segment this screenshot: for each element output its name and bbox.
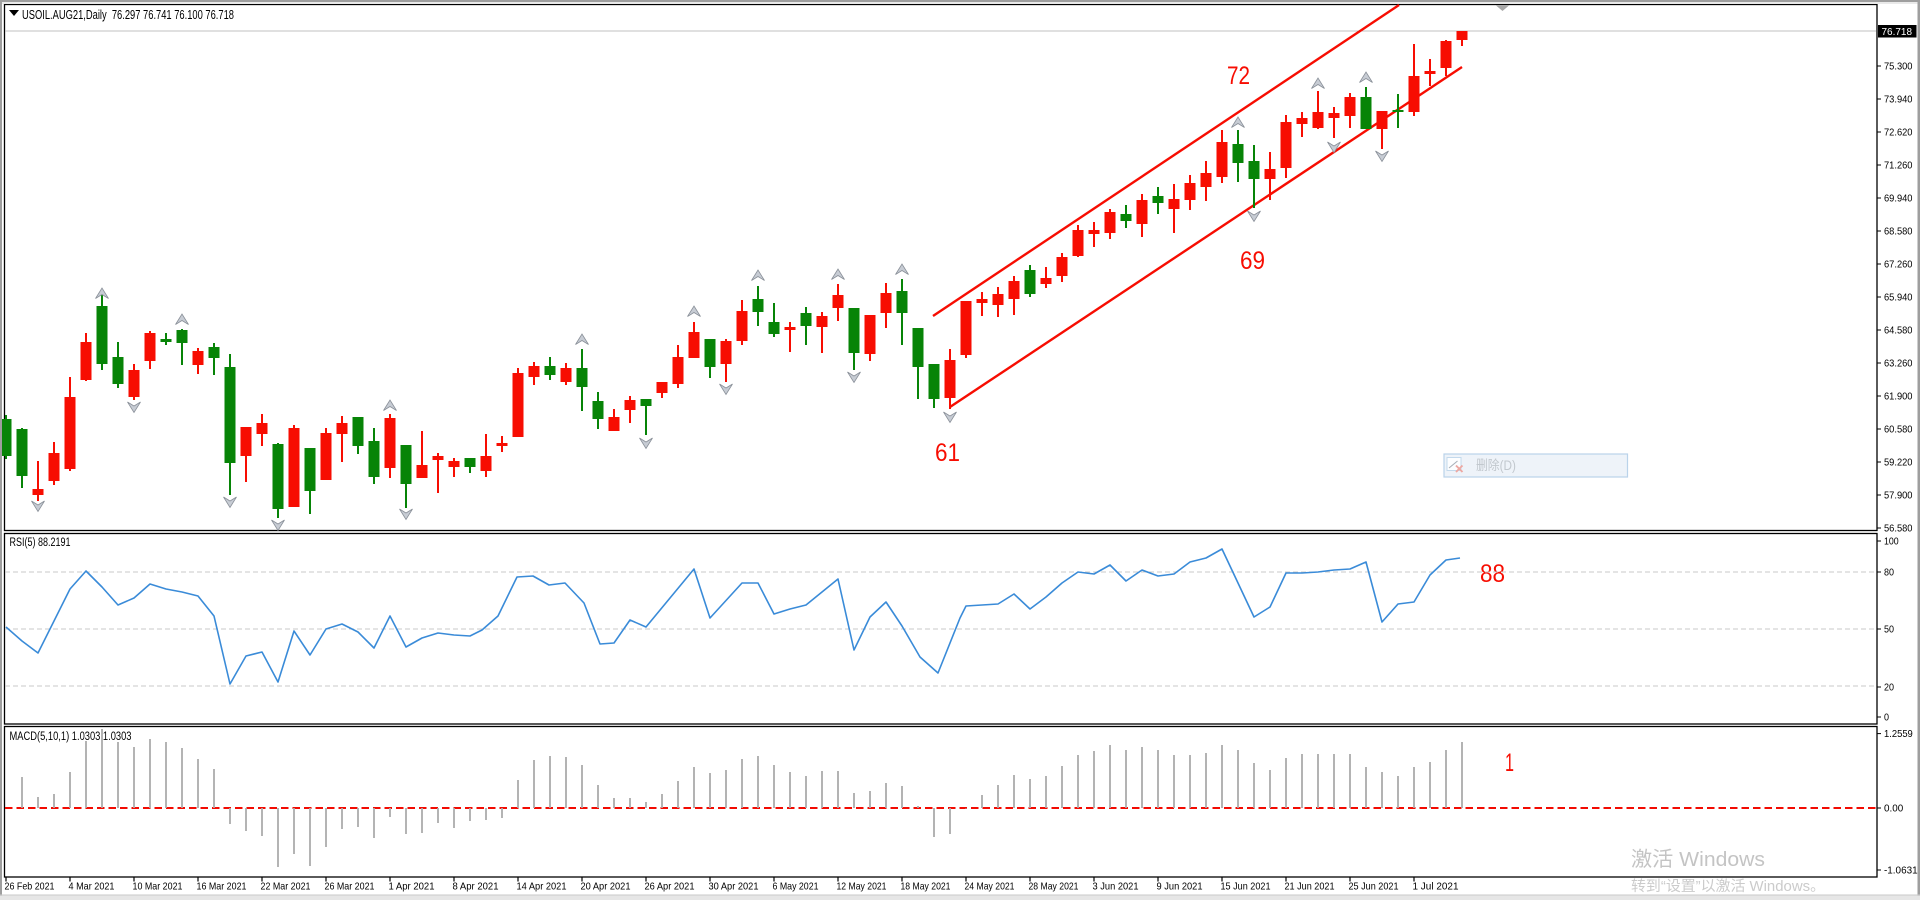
svg-text:转到“设置”以激活 Windows。: 转到“设置”以激活 Windows。 [1631,878,1825,895]
svg-text:14 Apr 2021: 14 Apr 2021 [517,881,567,893]
svg-text:10 Mar 2021: 10 Mar 2021 [133,881,183,893]
svg-text:1.2559: 1.2559 [1884,728,1913,740]
svg-text:28 May 2021: 28 May 2021 [1029,881,1079,893]
svg-text:1 Jul 2021: 1 Jul 2021 [1413,881,1459,893]
svg-text:30 Apr 2021: 30 Apr 2021 [709,881,759,893]
svg-text:0.00: 0.00 [1884,803,1903,815]
svg-text:8 Apr 2021: 8 Apr 2021 [453,881,499,893]
svg-text:64.580: 64.580 [1884,325,1913,337]
svg-text:激活 Windows: 激活 Windows [1631,848,1765,871]
svg-text:15 Jun 2021: 15 Jun 2021 [1221,881,1271,893]
svg-text:1 Apr 2021: 1 Apr 2021 [389,881,435,893]
svg-text:75.300: 75.300 [1884,61,1913,73]
svg-text:16 Mar 2021: 16 Mar 2021 [197,881,247,893]
svg-text:USOIL.AUG21,Daily 76.297 76.7: USOIL.AUG21,Daily 76.297 76.741 76.100 7… [22,8,234,22]
svg-text:80: 80 [1884,567,1894,579]
svg-text:6 May 2021: 6 May 2021 [773,881,819,893]
svg-text:71.260: 71.260 [1884,160,1913,172]
svg-text:73.940: 73.940 [1884,94,1913,106]
svg-text:57.900: 57.900 [1884,490,1913,502]
svg-text:删除(D): 删除(D) [1476,458,1516,473]
svg-text:60.580: 60.580 [1884,424,1913,436]
svg-text:72: 72 [1227,62,1250,90]
svg-text:65.940: 65.940 [1884,292,1913,304]
svg-text:24 May 2021: 24 May 2021 [965,881,1015,893]
svg-text:21 Jun 2021: 21 Jun 2021 [1285,881,1335,893]
svg-text:100: 100 [1884,536,1899,548]
svg-text:22 Mar 2021: 22 Mar 2021 [261,881,311,893]
svg-text:12 May 2021: 12 May 2021 [837,881,887,893]
svg-text:72.620: 72.620 [1884,127,1913,139]
svg-text:MACD(5,10,1) 1.0303 1.0303: MACD(5,10,1) 1.0303 1.0303 [10,731,132,743]
svg-text:68.580: 68.580 [1884,226,1913,238]
svg-text:25 Jun 2021: 25 Jun 2021 [1349,881,1399,893]
svg-text:59.220: 59.220 [1884,457,1913,469]
svg-text:69.940: 69.940 [1884,193,1913,205]
svg-text:26 Mar 2021: 26 Mar 2021 [325,881,375,893]
svg-text:88: 88 [1480,560,1505,588]
svg-text:0: 0 [1884,712,1889,724]
svg-text:4 Mar 2021: 4 Mar 2021 [69,881,115,893]
svg-text:63.260: 63.260 [1884,358,1913,370]
svg-text:20 Apr 2021: 20 Apr 2021 [581,881,631,893]
svg-text:3 Jun 2021: 3 Jun 2021 [1093,881,1139,893]
svg-text:56.580: 56.580 [1884,523,1913,535]
svg-text:20: 20 [1884,682,1894,694]
svg-text:9 Jun 2021: 9 Jun 2021 [1157,881,1203,893]
svg-text:69: 69 [1240,247,1265,275]
svg-text:1: 1 [1505,749,1514,777]
svg-text:67.260: 67.260 [1884,259,1913,271]
svg-text:61: 61 [935,439,960,467]
svg-text:26 Feb 2021: 26 Feb 2021 [5,881,55,893]
svg-text:-1.0631: -1.0631 [1884,865,1918,877]
svg-text:61.900: 61.900 [1884,391,1913,403]
svg-text:76.718: 76.718 [1882,26,1913,38]
svg-text:26 Apr 2021: 26 Apr 2021 [645,881,695,893]
svg-text:50: 50 [1884,624,1894,636]
svg-text:RSI(5) 88.2191: RSI(5) 88.2191 [10,537,71,549]
svg-text:18 May 2021: 18 May 2021 [901,881,951,893]
